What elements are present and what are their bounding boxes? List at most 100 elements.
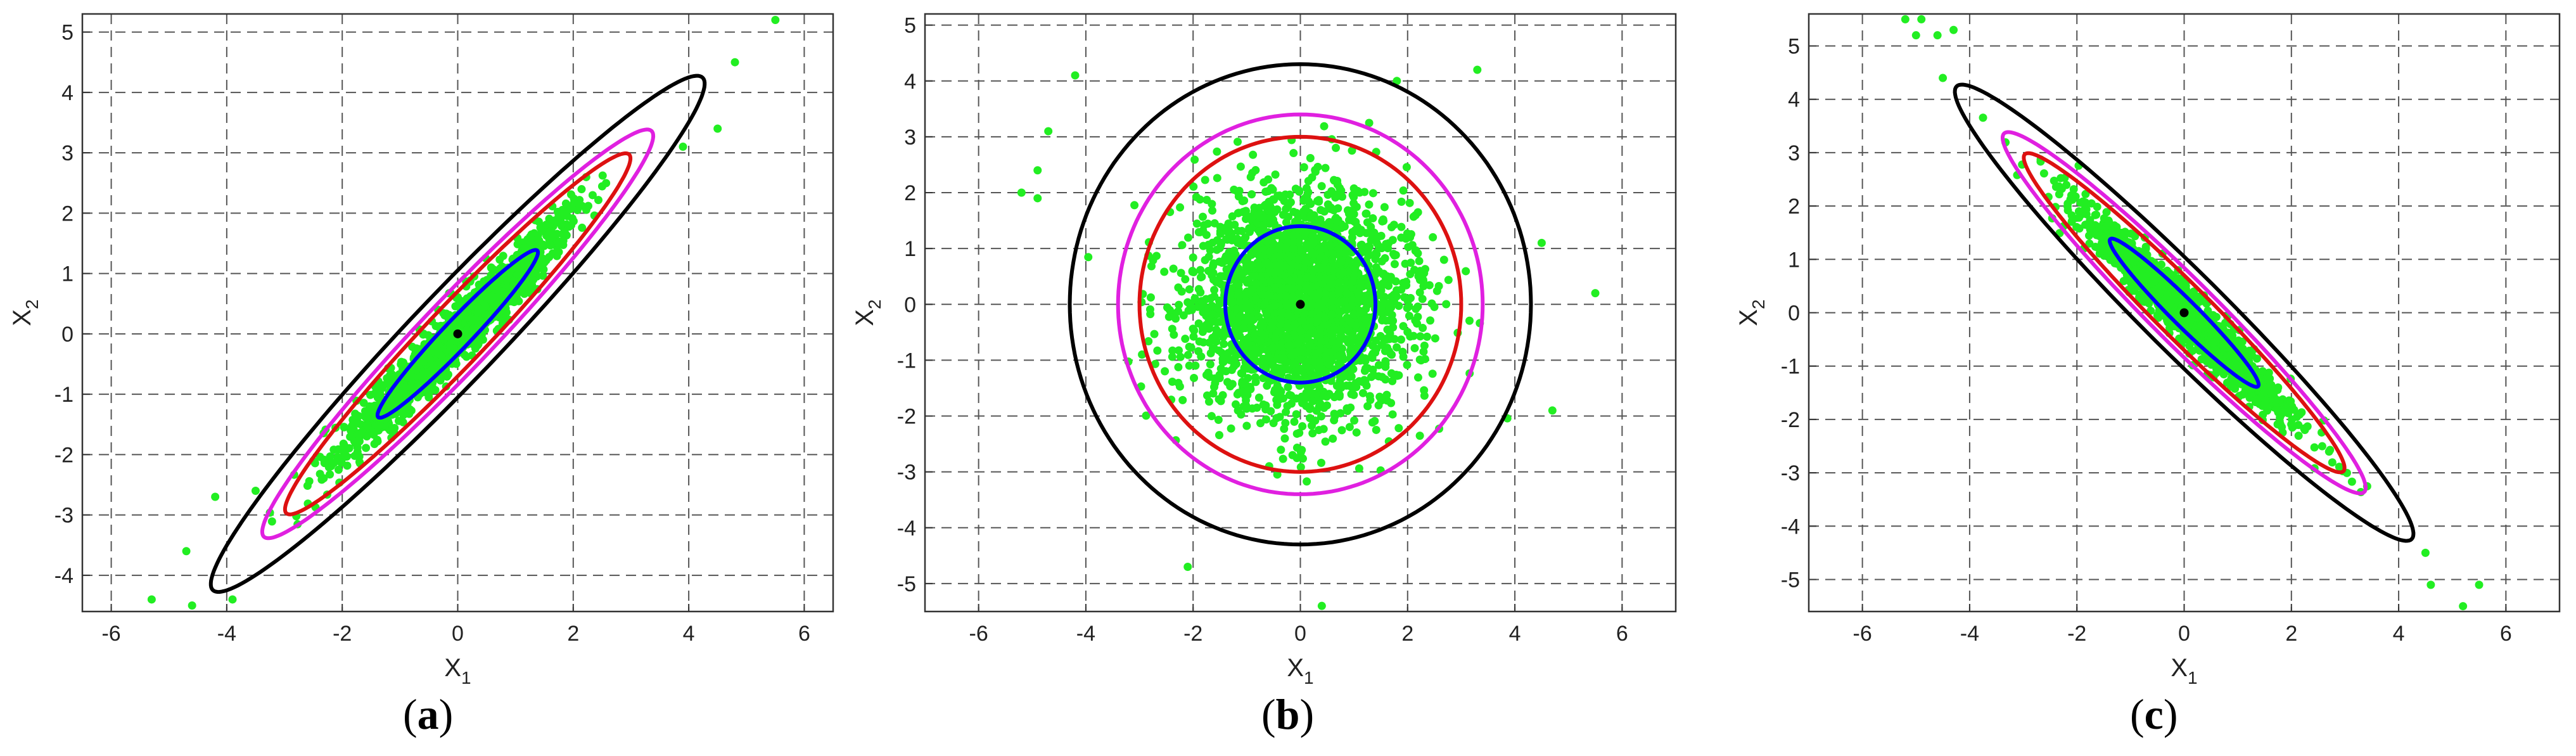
data-point xyxy=(1301,286,1310,295)
data-point xyxy=(1327,311,1336,319)
data-point xyxy=(1285,341,1294,350)
data-point xyxy=(431,344,440,353)
y-tick-label: 2 xyxy=(904,181,916,205)
data-point xyxy=(1278,231,1287,240)
data-point xyxy=(346,432,355,441)
data-point xyxy=(558,219,566,228)
data-point xyxy=(1190,373,1199,382)
data-point xyxy=(1197,297,1206,305)
data-point xyxy=(1216,397,1225,406)
data-point xyxy=(577,185,586,194)
data-point xyxy=(319,474,328,483)
scatter-points xyxy=(1901,15,2484,611)
data-point xyxy=(1351,264,1360,272)
data-point xyxy=(1289,245,1298,253)
data-point xyxy=(1352,428,1361,437)
data-point xyxy=(1228,298,1237,307)
data-point xyxy=(1345,256,1354,265)
data-point xyxy=(1227,312,1236,321)
data-point xyxy=(1289,237,1298,246)
data-point xyxy=(1210,219,1219,227)
data-point xyxy=(1372,263,1380,272)
data-point xyxy=(326,470,335,479)
data-point xyxy=(340,423,348,432)
data-point xyxy=(341,452,350,461)
data-point xyxy=(1207,412,1216,421)
data-point xyxy=(1174,362,1183,371)
data-point xyxy=(1270,268,1278,277)
data-point xyxy=(561,230,570,239)
data-point xyxy=(1365,119,1374,127)
data-point xyxy=(373,437,382,446)
contour-ellipse xyxy=(375,248,540,420)
data-point xyxy=(1349,184,1358,193)
data-point xyxy=(1242,301,1251,310)
data-point xyxy=(1217,330,1226,338)
data-point xyxy=(1320,207,1329,216)
data-point xyxy=(1278,210,1287,219)
data-point xyxy=(1252,279,1261,288)
data-point xyxy=(1178,395,1187,404)
data-point xyxy=(1372,425,1380,434)
data-point xyxy=(1429,233,1438,241)
data-point xyxy=(1237,324,1246,333)
data-point xyxy=(1439,255,1448,264)
outlier-point xyxy=(771,16,780,25)
data-point xyxy=(1399,186,1408,195)
data-point xyxy=(1234,280,1243,289)
data-point xyxy=(1221,252,1230,260)
data-point xyxy=(1271,334,1280,343)
data-point xyxy=(2039,169,2048,178)
data-point xyxy=(487,264,495,272)
data-point xyxy=(1361,364,1370,373)
data-point xyxy=(1351,379,1360,388)
data-point xyxy=(1413,373,1422,382)
data-point xyxy=(532,267,540,276)
data-point xyxy=(1295,243,1304,252)
y-tick-label: 3 xyxy=(61,141,73,165)
data-point xyxy=(1415,432,1424,440)
data-point xyxy=(1268,195,1277,204)
data-point xyxy=(578,223,587,232)
data-point xyxy=(1221,367,1230,376)
data-point xyxy=(1224,219,1233,228)
data-point xyxy=(363,421,372,430)
data-point xyxy=(1153,346,1162,355)
data-point xyxy=(1227,284,1236,293)
outlier-point xyxy=(1183,562,1192,571)
data-point xyxy=(1326,241,1335,250)
data-point xyxy=(1181,335,1190,343)
data-point xyxy=(1358,326,1367,335)
data-point xyxy=(1320,122,1329,131)
data-point xyxy=(1397,222,1406,231)
data-point xyxy=(1391,250,1400,259)
data-point xyxy=(1385,347,1394,356)
x-tick-label: -2 xyxy=(333,622,352,646)
data-point xyxy=(512,263,521,272)
data-point xyxy=(1298,316,1307,325)
data-point xyxy=(1337,426,1346,435)
data-point xyxy=(1420,355,1429,364)
data-point xyxy=(340,442,348,451)
data-point xyxy=(1284,324,1292,333)
data-point xyxy=(1327,187,1336,196)
data-point xyxy=(1254,261,1263,270)
data-point xyxy=(1213,174,1221,183)
data-point xyxy=(1275,385,1284,394)
data-point xyxy=(1292,348,1301,357)
data-point xyxy=(1204,240,1213,249)
data-point xyxy=(354,412,363,421)
data-point xyxy=(1371,255,1380,264)
data-point xyxy=(1243,278,1252,287)
data-point xyxy=(1378,217,1387,226)
contour-ellipse xyxy=(1223,224,1378,385)
data-point xyxy=(1323,265,1332,274)
data-point xyxy=(1412,304,1420,313)
data-point xyxy=(1306,328,1315,337)
data-point xyxy=(1306,341,1315,350)
data-point xyxy=(1306,404,1315,413)
data-point xyxy=(1234,238,1242,247)
data-point xyxy=(1181,275,1190,284)
data-point xyxy=(582,205,590,214)
